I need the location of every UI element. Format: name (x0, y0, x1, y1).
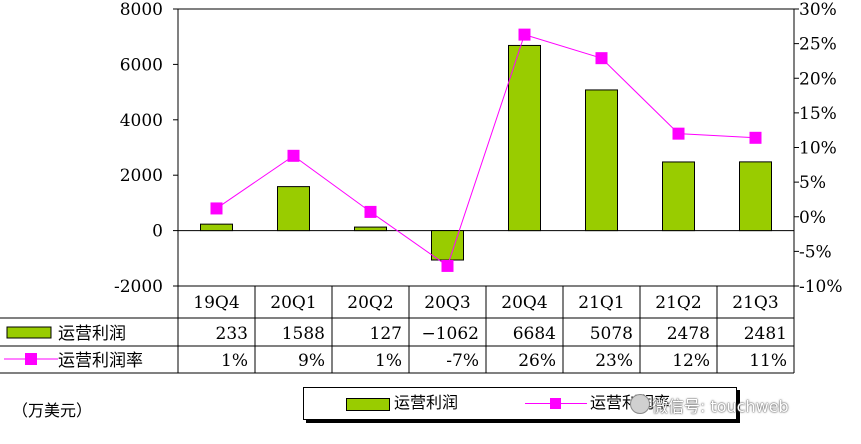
right-tick-label: 25% (799, 35, 837, 55)
table-cell: 2478 (667, 324, 710, 344)
category-label-20Q1: 20Q1 (270, 293, 316, 313)
table-cell: 1588 (282, 324, 325, 344)
table-cell: 233 (216, 324, 248, 344)
bar-20Q4 (508, 44, 541, 232)
category-label-21Q3: 21Q3 (732, 293, 778, 313)
unit-label: （万美元） (12, 401, 93, 420)
table-cell: 11% (749, 351, 787, 371)
left-tick-label: 4000 (120, 111, 163, 131)
category-label-20Q4: 20Q4 (501, 293, 547, 313)
margin-point-20Q1 (287, 149, 300, 162)
legend-line-marker (550, 398, 561, 409)
left-tick-label: 6000 (120, 55, 163, 75)
bar-20Q2 (354, 226, 387, 232)
margin-point-19Q4 (210, 202, 223, 215)
table-cell: 9% (298, 351, 325, 371)
margin-point-21Q1 (595, 52, 608, 65)
margin-point-21Q3 (749, 131, 762, 144)
category-label-21Q2: 21Q2 (655, 293, 701, 313)
category-label-19Q4: 19Q4 (193, 293, 239, 313)
right-tick-label: 5% (799, 173, 826, 193)
table-cell: 26% (518, 351, 556, 371)
bar-19Q4 (200, 223, 233, 232)
margin-point-20Q2 (364, 205, 377, 218)
watermark-text: 微信号: touchweb (652, 397, 789, 416)
legend-bar-swatch (346, 398, 390, 411)
legend: 运营利润 运营利润率 (303, 387, 737, 420)
bar-21Q3 (739, 161, 772, 232)
table-cell: 12% (672, 351, 710, 371)
category-label-20Q3: 20Q3 (424, 293, 470, 313)
left-tick-label: 2000 (120, 166, 163, 186)
table-cell: 6684 (513, 324, 556, 344)
plot-frame (177, 8, 795, 287)
table-cell: 127 (370, 324, 402, 344)
table-key-bar (6, 326, 52, 339)
right-tick-label: 10% (799, 139, 837, 159)
bar-21Q2 (662, 161, 695, 232)
right-tick-label: -5% (799, 242, 832, 262)
table-cell: 1% (221, 351, 248, 371)
table-cell: 1% (375, 351, 402, 371)
right-tick-label: 15% (799, 104, 837, 124)
right-tick-label: 20% (799, 69, 837, 89)
margin-point-20Q4 (518, 28, 531, 41)
table-row-label: 运营利润 (58, 324, 126, 344)
table-cell: 2481 (744, 324, 787, 344)
table-cell: −1062 (421, 324, 479, 344)
left-tick-label: 8000 (120, 0, 163, 20)
bar-20Q1 (277, 186, 310, 232)
margin-line (216, 34, 756, 267)
margin-point-21Q2 (672, 127, 685, 140)
bar-20Q3 (431, 230, 464, 261)
table-cell: -7% (446, 351, 479, 371)
right-tick-label: -10% (799, 277, 843, 297)
margin-point-20Q3 (441, 259, 454, 272)
legend-item-bar: 运营利润 (394, 393, 459, 412)
table-cell: 23% (595, 351, 633, 371)
table-cell: 5078 (590, 324, 633, 344)
left-tick-label: 0 (152, 222, 163, 242)
watermark-icon (630, 394, 650, 414)
category-label-20Q2: 20Q2 (347, 293, 393, 313)
category-label-21Q1: 21Q1 (578, 293, 624, 313)
table-key-marker (25, 353, 37, 365)
right-tick-label: 0% (799, 208, 826, 228)
left-tick-label: -2000 (114, 277, 163, 297)
right-tick-label: 30% (799, 0, 837, 20)
bar-21Q1 (585, 89, 618, 232)
table-row-label: 运营利润率 (58, 351, 143, 371)
